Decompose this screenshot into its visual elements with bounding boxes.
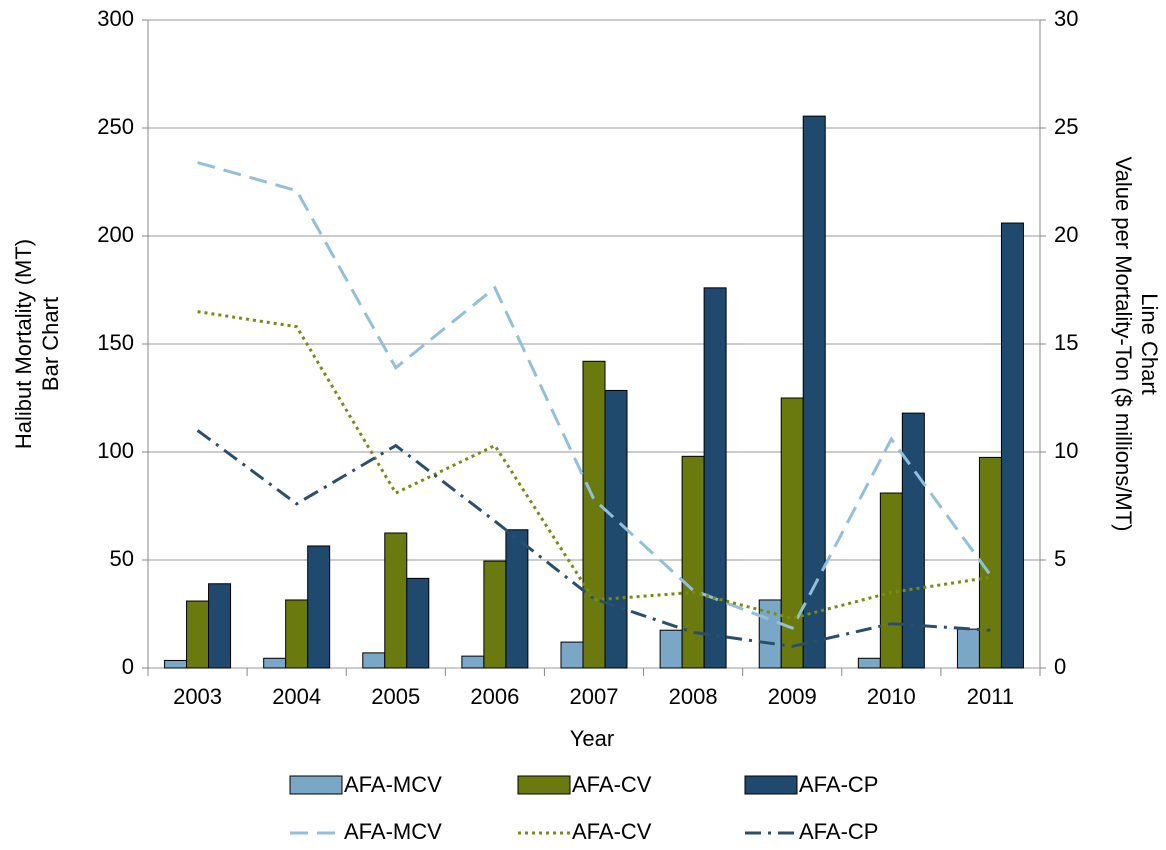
legend-label: AFA-CV bbox=[572, 819, 652, 844]
y2-tick-label: 30 bbox=[1054, 6, 1078, 31]
y-tick-label: 200 bbox=[97, 222, 134, 247]
x-tick-label: 2010 bbox=[867, 684, 916, 709]
y-tick-label: 300 bbox=[97, 6, 134, 31]
bar bbox=[802, 115, 826, 669]
line-series bbox=[196, 429, 991, 648]
bar bbox=[582, 360, 606, 669]
bar bbox=[901, 412, 925, 669]
bar bbox=[362, 652, 386, 669]
bar bbox=[186, 600, 210, 669]
x-tick-label: 2006 bbox=[470, 684, 519, 709]
bar bbox=[263, 657, 287, 669]
y2-tick-label: 25 bbox=[1054, 114, 1078, 139]
x-tick-label: 2004 bbox=[272, 684, 321, 709]
bar bbox=[681, 455, 705, 669]
bar bbox=[384, 532, 408, 669]
bar bbox=[285, 599, 309, 669]
line-series bbox=[197, 161, 992, 630]
bar bbox=[956, 628, 980, 669]
y2-tick-label: 0 bbox=[1054, 654, 1066, 679]
y-tick-label: 50 bbox=[110, 546, 134, 571]
y2-tick-label: 10 bbox=[1054, 438, 1078, 463]
y2-tick-label: 20 bbox=[1054, 222, 1078, 247]
legend-swatch bbox=[289, 775, 343, 795]
bar bbox=[560, 641, 584, 669]
x-tick-label: 2003 bbox=[173, 684, 222, 709]
x-tick-label: 2005 bbox=[371, 684, 420, 709]
bar bbox=[703, 287, 727, 669]
bar bbox=[505, 529, 529, 669]
x-tick-label: 2011 bbox=[967, 684, 1014, 709]
y-tick-label: 100 bbox=[97, 438, 134, 463]
y2-axis-label: Value per Mortality-Ton ($ millions/MT) bbox=[1111, 157, 1136, 532]
y-tick-label: 150 bbox=[97, 330, 134, 355]
y-axis-label: Halibut Mortality (MT) bbox=[11, 239, 36, 449]
bar bbox=[857, 657, 881, 669]
legend-label: AFA-CP bbox=[799, 772, 878, 797]
legend-label: AFA-MCV bbox=[344, 772, 442, 797]
legend-label: AFA-MCV bbox=[344, 819, 442, 844]
y-axis-label: Bar Chart bbox=[38, 297, 63, 391]
x-tick-label: 2009 bbox=[768, 684, 817, 709]
y2-axis-label: Line Chart bbox=[1137, 293, 1162, 395]
y2-tick-label: 5 bbox=[1054, 546, 1066, 571]
bar bbox=[164, 659, 188, 669]
legend-swatch bbox=[744, 775, 798, 795]
legend-swatch bbox=[517, 775, 571, 795]
x-axis-label: Year bbox=[570, 726, 614, 751]
bar bbox=[406, 577, 430, 669]
bar bbox=[604, 389, 628, 669]
bar bbox=[659, 629, 683, 669]
legend-label: AFA-CP bbox=[799, 819, 878, 844]
bar bbox=[483, 560, 507, 669]
y-tick-label: 250 bbox=[97, 114, 134, 139]
x-tick-label: 2007 bbox=[570, 684, 619, 709]
bar bbox=[879, 492, 903, 669]
y2-tick-label: 15 bbox=[1054, 330, 1078, 355]
y-tick-label: 0 bbox=[122, 654, 134, 679]
x-tick-label: 2008 bbox=[669, 684, 718, 709]
bar bbox=[307, 545, 331, 669]
bar bbox=[208, 583, 232, 669]
legend-label: AFA-CV bbox=[572, 772, 652, 797]
bar bbox=[1000, 222, 1024, 669]
bar bbox=[461, 655, 485, 669]
